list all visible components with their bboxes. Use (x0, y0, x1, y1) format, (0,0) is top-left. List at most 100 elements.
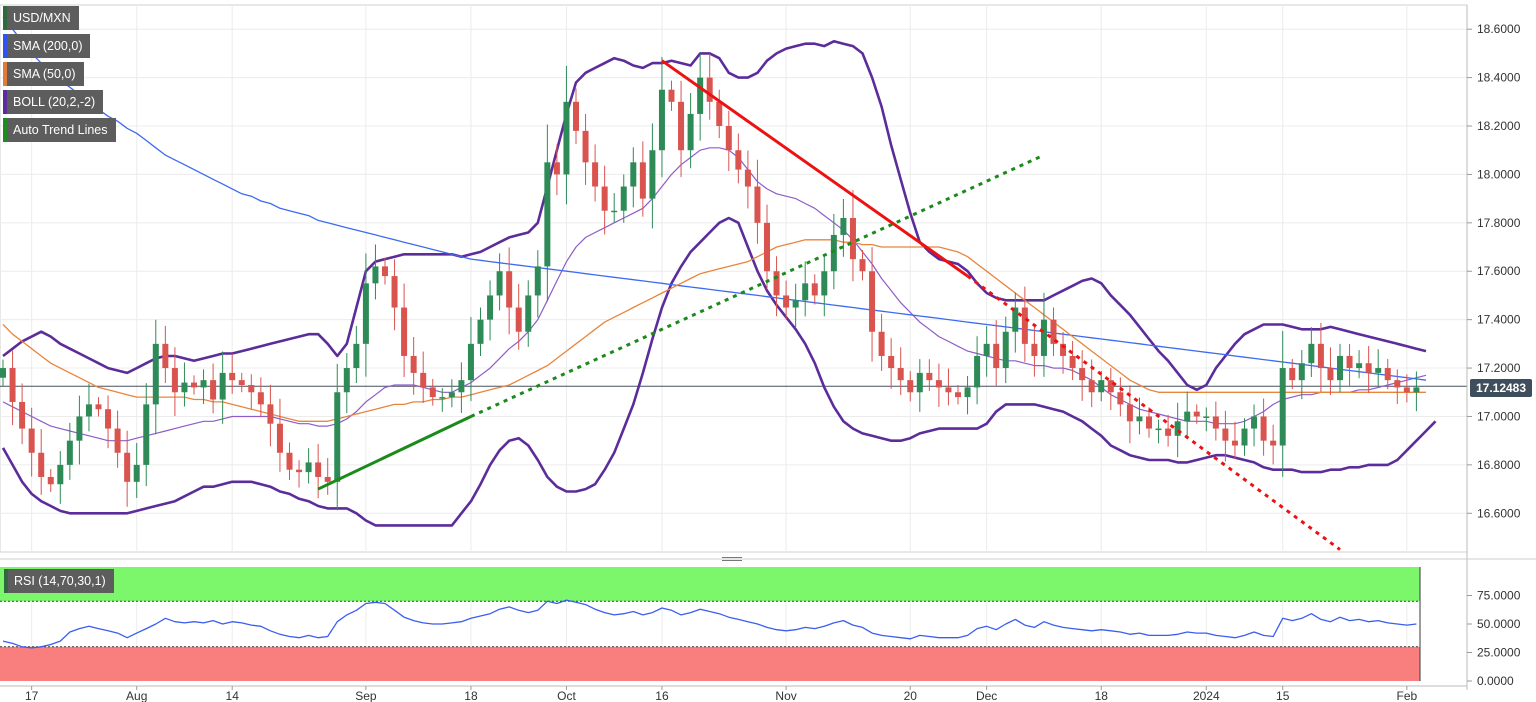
candle (1155, 419, 1162, 444)
candle (859, 250, 866, 281)
candle-body (945, 387, 952, 393)
candle-body (802, 283, 809, 301)
candle-body (840, 217, 847, 235)
pane-resize-handle[interactable] (0, 557, 1536, 561)
legend-label: SMA (200,0) (7, 34, 91, 58)
legend-item-sma200[interactable]: SMA (200,0) (3, 34, 116, 58)
candle (1356, 350, 1363, 379)
price-tick-label: 17.8000 (1477, 216, 1521, 230)
candle-body (993, 343, 1000, 369)
candle-body (9, 368, 16, 402)
legend-item-auto-trend-lines[interactable]: Auto Trend Lines (3, 118, 116, 142)
candle-body (467, 343, 474, 381)
candle (811, 274, 818, 305)
candle-body (869, 271, 876, 332)
candle (95, 397, 102, 417)
candle (1413, 371, 1420, 412)
time-tick-label: 18 (464, 689, 478, 702)
candle (658, 56, 665, 178)
candle (1403, 374, 1410, 403)
candle-body (1165, 428, 1172, 436)
candle (1317, 323, 1324, 392)
price-tick-label: 18.2000 (1477, 119, 1521, 133)
rsi-legend-item[interactable]: RSI (14,70,30,1) (4, 569, 114, 593)
candle-body (1308, 343, 1315, 364)
candle (296, 460, 303, 488)
candle-body (811, 283, 818, 296)
current-price-marker: 17.12483 (1470, 379, 1532, 397)
candle (1193, 404, 1200, 424)
candle (869, 247, 876, 362)
candle-body (553, 162, 560, 175)
candle-body (1060, 343, 1067, 356)
candle (897, 347, 904, 396)
candle-body (410, 355, 417, 373)
candle (401, 283, 408, 378)
candle (420, 351, 427, 403)
time-tick-label: Nov (775, 689, 796, 702)
candle (553, 144, 560, 196)
candle (152, 319, 159, 435)
candle (372, 244, 379, 300)
candle-body (487, 295, 494, 320)
candle (114, 410, 121, 468)
candle (57, 451, 64, 504)
candle (697, 53, 704, 141)
candle-body (573, 101, 579, 131)
candle-body (678, 101, 685, 151)
candle-body (458, 380, 465, 393)
rsi-tick-label: 0.0000 (1477, 674, 1514, 688)
candle-body (401, 307, 408, 356)
candle (105, 395, 112, 449)
price-tick-label: 16.8000 (1477, 458, 1521, 472)
candle-body (1146, 416, 1152, 429)
legend-item-usdmxn[interactable]: USD/MXN (3, 6, 116, 30)
candle-body (219, 372, 226, 400)
candle (1012, 292, 1019, 353)
candle-body (773, 271, 780, 296)
candle-body (955, 392, 961, 398)
price-pane (0, 4, 1468, 553)
candle (467, 317, 474, 402)
candle-body (744, 169, 751, 187)
candle (993, 320, 1000, 386)
candle (974, 336, 981, 405)
candle (601, 165, 608, 235)
candle (362, 253, 369, 377)
moving-averages (2, 16, 1427, 422)
candle-body (783, 295, 790, 308)
candle (1346, 343, 1353, 386)
candle (47, 469, 54, 493)
legend-swatch (3, 90, 7, 114)
legend-item-boll[interactable]: BOLL (20,2,-2) (3, 90, 116, 114)
legend-item-sma50[interactable]: SMA (50,0) (3, 62, 116, 86)
candle (725, 111, 732, 172)
price-tick-label: 18.0000 (1477, 167, 1521, 181)
candle-body (95, 404, 102, 410)
candle (343, 353, 350, 414)
candle-body (821, 271, 828, 296)
candle-body (1365, 363, 1372, 373)
candle-body (1384, 368, 1391, 381)
candle (0, 359, 6, 387)
candle (124, 430, 131, 507)
rsi-line (2, 599, 1417, 649)
candle-body (1031, 343, 1038, 356)
candle (1308, 327, 1315, 378)
legend-label: BOLL (20,2,-2) (7, 90, 104, 114)
candle-body (477, 319, 484, 344)
candle-body (649, 150, 656, 199)
candle-body (133, 464, 140, 482)
candle-body (544, 162, 551, 267)
candle-body (85, 404, 92, 417)
candle-body (706, 77, 713, 102)
candle (200, 369, 207, 404)
candle-body (1050, 319, 1057, 344)
candle (353, 325, 360, 384)
candle-body (1231, 440, 1238, 446)
time-tick-label: Feb (1397, 689, 1418, 702)
candle (133, 442, 140, 498)
current-price-tag (1470, 379, 1532, 397)
candle-body (888, 355, 895, 369)
